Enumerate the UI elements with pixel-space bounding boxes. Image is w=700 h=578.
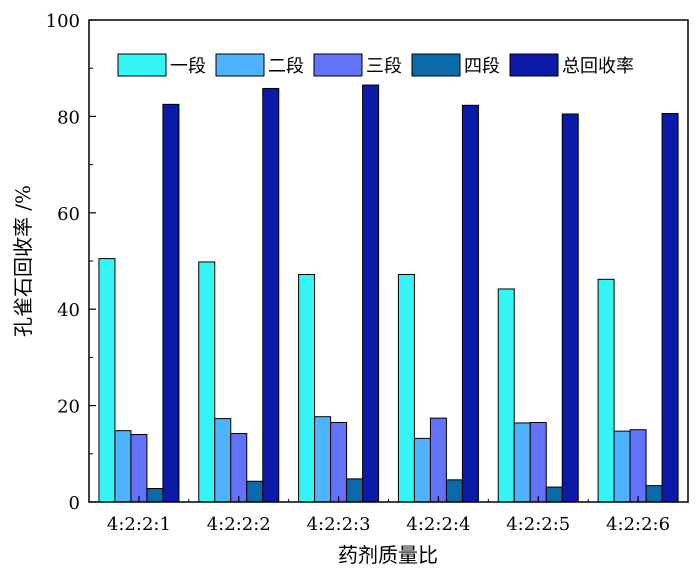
legend-label-3: 三段 (366, 56, 402, 77)
bar-2-5 (513, 422, 531, 503)
ticks-layer: 4:2:2:1 4:2:2:2 4:2:2:3 4:2:2:4 4:2:2:5 4:2:2… (46, 11, 670, 535)
bar-3-1 (130, 434, 148, 503)
y-tick-label: 100 (46, 11, 80, 32)
bar-2-1 (114, 430, 132, 503)
bar-5-5 (561, 113, 579, 503)
x-tick-label: 4:2:2:4 (406, 514, 470, 535)
bar-1-5 (497, 288, 515, 503)
x-tick-label: 4:2:2:3 (307, 514, 371, 535)
x-tick-label: 4:2:2:1 (107, 514, 171, 535)
bar-3-5 (529, 421, 547, 503)
legend-swatch-4 (411, 53, 461, 77)
x-tick-label: 4:2:2:2 (207, 514, 271, 535)
bar-5-4 (461, 104, 479, 503)
bar-2-6 (613, 430, 631, 503)
bar-4-6 (645, 485, 663, 503)
y-tick-label: 20 (57, 397, 80, 418)
legend-label-4: 四段 (464, 56, 500, 77)
y-tick-label: 60 (57, 204, 80, 225)
bar-5-2 (262, 87, 280, 503)
x-axis-label: 药剂质量比 (338, 543, 438, 567)
legend-swatch-3 (313, 53, 363, 77)
y-axis-label: 孔雀石回收率 /% (11, 185, 35, 337)
legend-swatch-2 (215, 53, 265, 77)
bar-1-3 (298, 274, 316, 503)
bar-1-1 (98, 258, 116, 503)
legend-label-2: 二段 (268, 56, 304, 77)
bar-1-4 (397, 274, 415, 503)
legend: 一段 二段 三段 四段 总回收率 (117, 53, 634, 77)
bars-layer (98, 84, 679, 503)
bar-4-4 (445, 479, 463, 503)
legend-label-5: 总回收率 (562, 56, 634, 77)
bar-2-2 (214, 418, 232, 503)
bar-3-2 (230, 433, 248, 503)
bar-1-2 (198, 261, 216, 503)
bar-5-1 (162, 103, 180, 503)
bar-3-3 (330, 421, 348, 503)
bar-2-4 (413, 437, 431, 503)
x-tick-label: 4:2:2:6 (606, 514, 670, 535)
bar-3-4 (429, 417, 447, 503)
legend-swatch-5 (509, 53, 559, 77)
bar-4-3 (346, 478, 364, 503)
y-tick-label: 40 (57, 300, 80, 321)
bar-4-5 (545, 486, 563, 503)
legend-swatch-1 (117, 53, 167, 77)
bar-5-6 (661, 113, 679, 503)
bar-4-1 (146, 488, 164, 503)
x-tick-label: 4:2:2:5 (506, 514, 570, 535)
bar-2-3 (314, 416, 332, 503)
legend-label-1: 一段 (170, 56, 206, 77)
bar-5-3 (362, 84, 380, 503)
bar-3-6 (629, 429, 647, 503)
y-tick-label: 0 (69, 493, 80, 514)
bar-1-6 (597, 278, 615, 503)
y-tick-label: 80 (57, 107, 80, 128)
bar-4-2 (246, 480, 264, 503)
